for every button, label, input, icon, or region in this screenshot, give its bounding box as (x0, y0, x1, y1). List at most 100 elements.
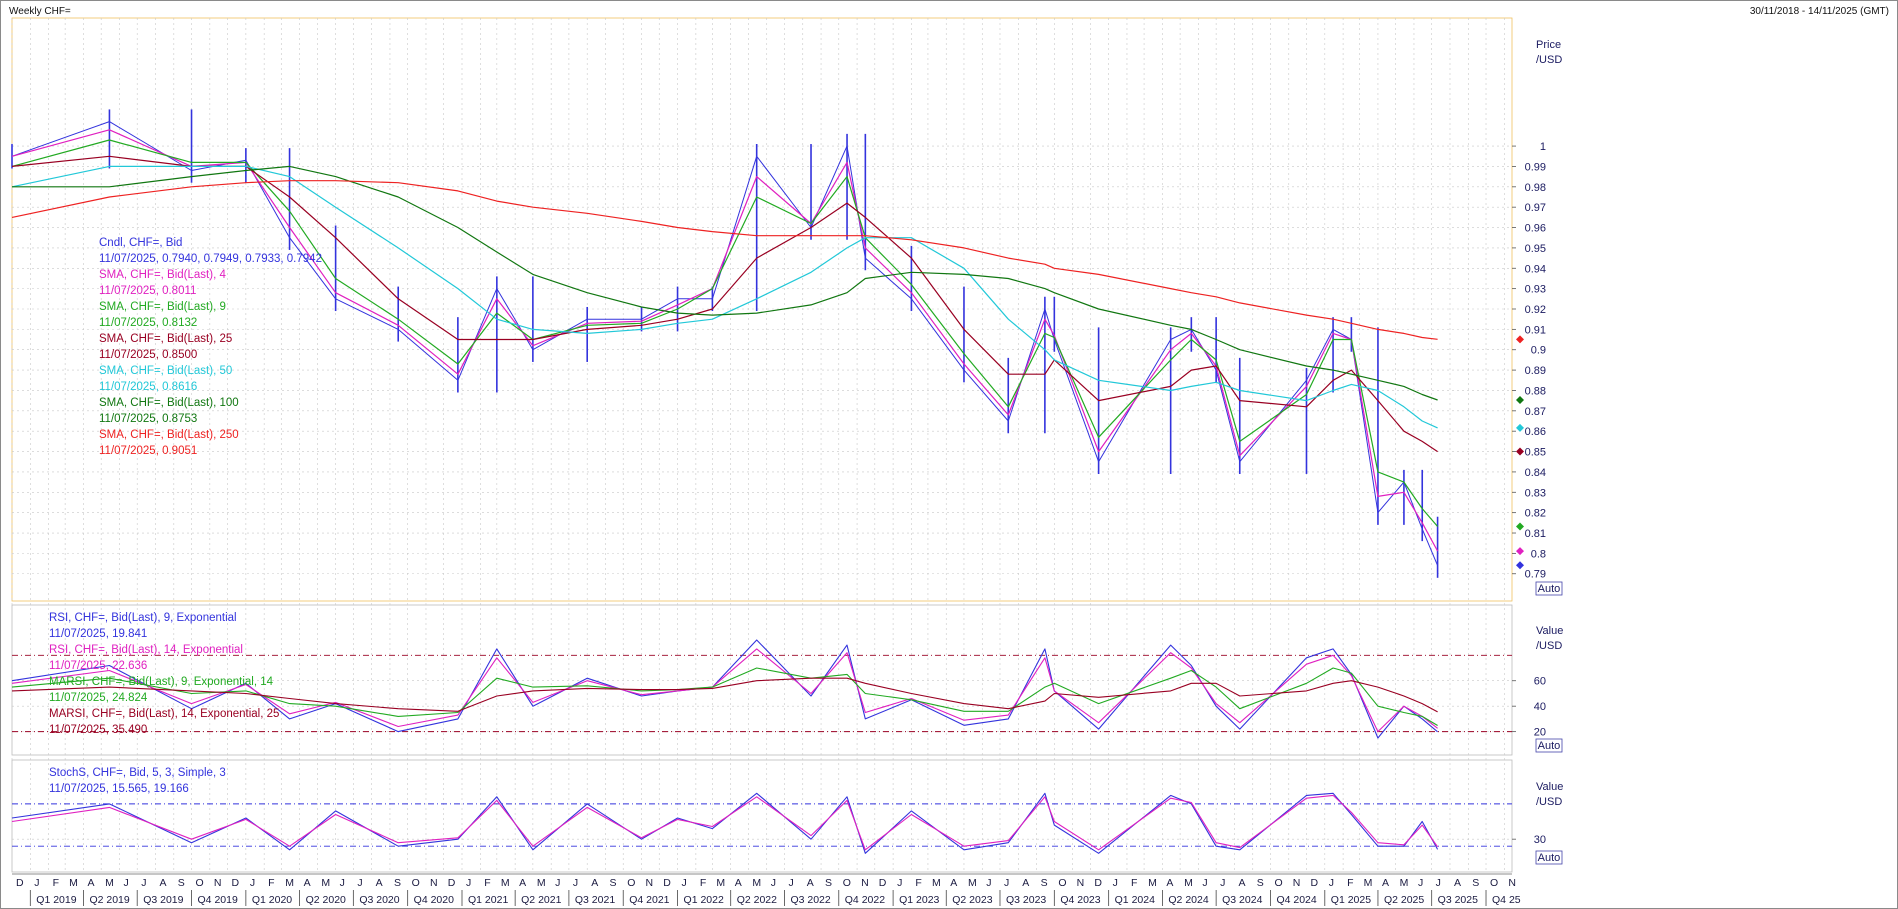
price-tick-label: 0.8 (1531, 548, 1546, 560)
sma-line-5 (12, 165, 1438, 401)
price-close-line (11, 121, 1439, 566)
month-tick-label: S (178, 877, 185, 889)
last-value-marker (1516, 561, 1524, 570)
month-tick-label: O (1058, 877, 1066, 889)
month-tick-label: A (1238, 877, 1245, 889)
last-value-marker (1516, 547, 1524, 556)
price-tick-label: 0.82 (1525, 508, 1546, 520)
month-tick-label: J (357, 877, 362, 889)
price-legend-line: 11/07/2025, 0.8616 (99, 381, 197, 393)
price-tick-label: 0.98 (1525, 182, 1546, 194)
month-tick-label: M (1364, 877, 1373, 889)
price-legend-line: 11/07/2025, 0.9051 (99, 445, 197, 457)
month-tick-label: J (34, 877, 39, 889)
rsi-axis-header: Value (1536, 625, 1563, 637)
month-tick-label: J (682, 877, 687, 889)
quarter-label: Q3 2020 (359, 894, 399, 906)
quarter-label: Q4 2023 (1060, 894, 1100, 906)
month-tick-label: M (1184, 877, 1193, 889)
month-tick-label: S (1257, 877, 1264, 889)
rsi-legend-line: MARSI, CHF=, Bid(Last), 9, Exponential, … (49, 676, 274, 688)
quarter-label: Q1 2021 (468, 894, 508, 906)
quarter-label: Q3 2022 (790, 894, 830, 906)
month-tick-label: A (950, 877, 957, 889)
month-tick-label: A (1166, 877, 1173, 889)
price-legend-line: 11/07/2025, 0.8011 (99, 285, 196, 297)
price-tick-label: 0.92 (1525, 304, 1546, 316)
rsi-legend-line: 11/07/2025, 35.490 (49, 724, 147, 736)
auto-button[interactable] (1535, 738, 1563, 753)
auto-button[interactable] (1535, 850, 1563, 865)
month-tick-label: S (825, 877, 832, 889)
month-tick-label: M (932, 877, 941, 889)
auto-button[interactable] (1535, 581, 1563, 596)
month-tick-label: M (968, 877, 977, 889)
month-tick-label: A (807, 877, 814, 889)
month-tick-label: F (484, 877, 490, 889)
month-tick-label: A (1022, 877, 1029, 889)
price-legend-line: 11/07/2025, 0.8500 (99, 349, 197, 361)
month-tick-label: M (537, 877, 546, 889)
month-tick-label: A (1382, 877, 1389, 889)
price-tick-label: 1 (1540, 141, 1546, 153)
month-tick-label: F (268, 877, 274, 889)
price-legend-line: SMA, CHF=, Bid(Last), 9 (99, 301, 226, 313)
rsi-tick-label: 20 (1534, 727, 1546, 739)
month-tick-label: F (53, 877, 59, 889)
price-tick-label: 0.99 (1525, 161, 1546, 173)
quarter-label: Q2 2019 (89, 894, 129, 906)
month-tick-label: F (1347, 877, 1353, 889)
month-tick-label: F (915, 877, 921, 889)
quarter-label: Q3 2024 (1222, 894, 1262, 906)
month-tick-label: A (304, 877, 311, 889)
auto-button-label[interactable]: Auto (1538, 583, 1561, 595)
stoch-axis-header: Value (1536, 781, 1563, 793)
price-tick-label: 0.79 (1525, 569, 1546, 581)
rsi-tick-label: 60 (1534, 676, 1546, 688)
date-range: 30/11/2018 - 14/11/2025 (GMT) (1749, 6, 1889, 17)
sma-line-6 (11, 180, 1438, 340)
rsi-axis-header: /USD (1536, 640, 1562, 652)
stoch-legend-line: StochS, CHF=, Bid, 5, 3, Simple, 3 (49, 767, 226, 779)
month-tick-label: J (1329, 877, 1334, 889)
rsi-legend-line: RSI, CHF=, Bid(Last), 14, Exponential (49, 644, 243, 656)
quarter-label: Q4 2022 (845, 894, 885, 906)
month-tick-label: N (646, 877, 654, 889)
month-tick-label: F (1131, 877, 1137, 889)
quarter-label: Q2 2023 (952, 894, 992, 906)
quarter-label: Q3 2025 (1438, 894, 1478, 906)
auto-button-label[interactable]: Auto (1538, 740, 1561, 752)
price-tick-label: 0.9 (1531, 345, 1546, 357)
quarter-label: Q3 2023 (1006, 894, 1046, 906)
rsi-legend-line: RSI, CHF=, Bid(Last), 9, Exponential (49, 612, 237, 624)
price-tick-label: 0.93 (1525, 284, 1546, 296)
month-tick-label: S (1472, 877, 1479, 889)
price-legend-line: SMA, CHF=, Bid(Last), 4 (99, 269, 226, 281)
month-tick-label: M (752, 877, 761, 889)
auto-button-label[interactable]: Auto (1538, 852, 1561, 864)
stoch-line-2 (11, 794, 1439, 851)
quarter-label: Q4 2024 (1276, 894, 1316, 906)
month-tick-label: N (1508, 877, 1516, 889)
month-tick-label: A (591, 877, 598, 889)
month-tick-label: S (610, 877, 617, 889)
grid-lines (11, 18, 1505, 872)
quarter-label: Q3 2019 (143, 894, 183, 906)
price-tick-label: 0.91 (1525, 324, 1546, 336)
month-tick-label: O (196, 877, 204, 889)
rsi-legend-line: 11/07/2025, 19.841 (49, 628, 147, 640)
sma-line-3 (11, 155, 1438, 453)
month-tick-label: D (879, 877, 887, 889)
window-title: Weekly CHF= (9, 6, 71, 17)
quarter-label: Q1 2019 (36, 894, 76, 906)
month-tick-label: S (394, 877, 401, 889)
price-tick-label: 0.81 (1525, 528, 1546, 540)
month-tick-label: J (1418, 877, 1423, 889)
quarter-label: Q3 2021 (575, 894, 615, 906)
month-tick-label: A (1454, 877, 1461, 889)
price-tick-label: 0.86 (1525, 426, 1546, 438)
quarter-label: Q1 2023 (899, 894, 939, 906)
last-value-marker (1516, 447, 1524, 456)
month-tick-label: M (105, 877, 114, 889)
